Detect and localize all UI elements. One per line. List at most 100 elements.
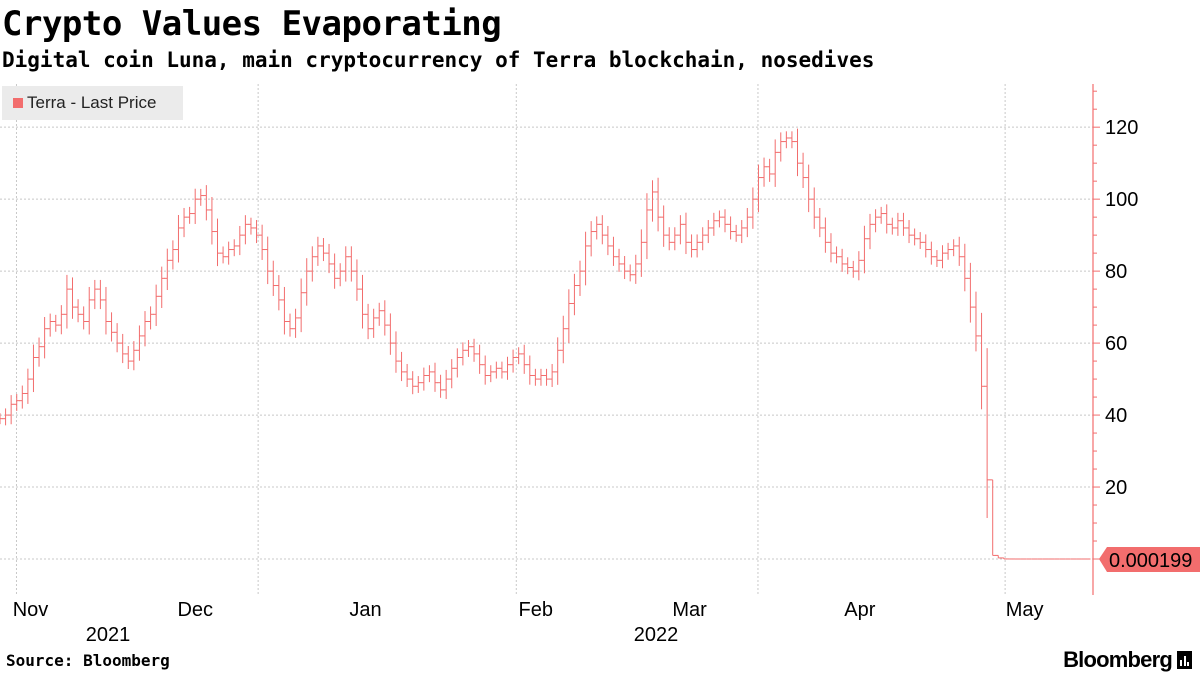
price-bar — [749, 187, 756, 229]
price-bar — [995, 554, 1002, 559]
price-bar — [75, 299, 82, 323]
price-bar — [688, 234, 695, 258]
price-bar — [889, 217, 896, 235]
badge-label: 0.000199 — [1109, 550, 1192, 572]
price-bar — [967, 262, 974, 323]
price-bar — [398, 351, 405, 382]
y-tick-label: 60 — [1105, 333, 1127, 355]
price-bar — [242, 215, 249, 245]
price-bar — [526, 355, 533, 385]
x-year-label: 2022 — [634, 624, 679, 646]
price-bar — [922, 234, 929, 258]
price-bar — [722, 209, 729, 233]
price-bar — [788, 131, 795, 149]
price-bar — [643, 193, 650, 260]
price-bar — [543, 368, 550, 386]
price-bar — [147, 306, 154, 330]
price-bar — [850, 260, 857, 278]
price-bar — [493, 361, 500, 379]
legend-label: Terra - Last Price — [27, 93, 157, 112]
price-bar — [225, 241, 232, 265]
price-bar — [275, 275, 282, 311]
price-bar — [906, 220, 913, 244]
price-bar — [989, 479, 996, 556]
price-bar — [247, 217, 254, 235]
source-note: Source: Bloomberg — [6, 651, 170, 670]
price-bar — [794, 128, 801, 177]
price-bar — [36, 337, 43, 367]
price-bar — [945, 242, 952, 260]
price-bar — [649, 180, 656, 222]
price-bar — [30, 344, 37, 393]
y-tick-label: 80 — [1105, 261, 1127, 283]
price-bar — [0, 413, 3, 425]
price-bar — [292, 308, 299, 338]
price-bar — [220, 246, 227, 264]
price-bar — [69, 277, 76, 319]
price-bar — [192, 188, 199, 224]
x-tick-label: Nov — [13, 599, 49, 621]
x-axis-labels: Nov 2021 Dec Jan Feb 2022 Mar Apr May — [13, 599, 1044, 646]
price-bar — [13, 394, 20, 411]
price-bar — [577, 260, 584, 296]
price-bar — [755, 164, 762, 213]
price-bar — [197, 188, 204, 206]
price-bar — [827, 233, 834, 263]
price-bar — [86, 286, 93, 335]
price-bar — [588, 221, 595, 257]
price-bar — [883, 204, 890, 234]
price-bar — [733, 224, 740, 242]
badge-shape — [1099, 547, 1200, 573]
price-bar — [716, 210, 723, 228]
price-bar — [699, 227, 706, 251]
bloomberg-logo: Bloomberg — [1063, 646, 1192, 674]
price-bar — [894, 212, 901, 236]
price-bar — [616, 248, 623, 272]
price-bar — [933, 250, 940, 267]
price-bar — [783, 131, 790, 149]
price-bar — [504, 356, 511, 380]
y-tick-label: 100 — [1105, 189, 1138, 211]
price-bar — [359, 274, 366, 329]
price-bar — [610, 236, 617, 266]
x-tick-label: Apr — [844, 599, 875, 621]
price-bar — [370, 308, 377, 338]
chart-title: Crypto Values Evaporating — [2, 4, 502, 44]
price-bar — [376, 302, 383, 326]
y-tick-label: 120 — [1105, 117, 1138, 139]
price-bar — [939, 245, 946, 269]
price-bar — [655, 177, 662, 232]
price-bar — [811, 187, 818, 229]
price-bar — [950, 239, 957, 257]
price-bar — [114, 323, 121, 353]
price-bar — [599, 215, 606, 245]
legend: Terra - Last Price — [2, 86, 183, 120]
price-bar — [454, 348, 461, 378]
price-bar — [738, 220, 745, 244]
price-bar — [621, 256, 628, 280]
price-bar — [482, 355, 489, 385]
chart-subtitle: Digital coin Luna, main cryptocurrency o… — [2, 48, 875, 72]
price-bar — [839, 248, 846, 272]
price-bar — [498, 361, 505, 379]
y-axis: 20 40 60 80 100 120 — [1092, 84, 1138, 595]
price-bar — [805, 164, 812, 213]
price-bar — [443, 369, 450, 400]
price-bar — [660, 205, 667, 247]
price-bar — [844, 257, 851, 275]
price-bar — [80, 306, 87, 330]
price-bar — [125, 345, 132, 370]
price-bar — [208, 196, 215, 245]
price-bar — [772, 139, 779, 187]
price-bar — [532, 368, 539, 386]
price-bar — [537, 368, 544, 386]
price-bar — [253, 220, 260, 244]
price-bar — [900, 212, 907, 236]
price-bar — [694, 234, 701, 258]
price-bar — [309, 246, 316, 282]
price-bar — [560, 315, 567, 364]
price-bar — [387, 313, 394, 355]
price-bar — [63, 274, 70, 329]
price-bar — [476, 344, 483, 374]
